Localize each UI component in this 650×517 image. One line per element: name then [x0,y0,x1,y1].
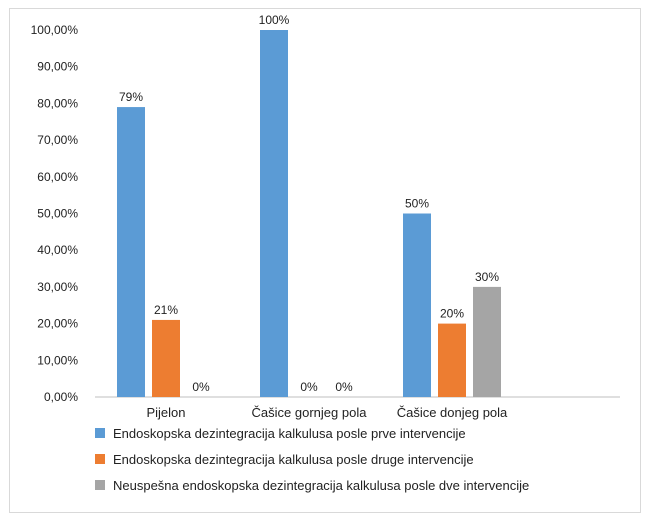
legend: Endoskopska dezintegracija kalkulusa pos… [95,420,635,498]
y-tick-label: 50,00% [37,207,78,221]
y-tick-label: 80,00% [37,96,78,110]
y-tick-label: 100,00% [31,23,79,37]
legend-swatch-1 [95,454,105,464]
data-label: 0% [300,380,318,394]
legend-label: Endoskopska dezintegracija kalkulusa pos… [113,451,474,467]
bar [438,323,466,397]
legend-item-unsuccessful: Neuspešna endoskopska dezintegracija kal… [95,472,635,498]
data-label: 30% [475,270,499,284]
bar [260,30,288,397]
legend-item-second-intervention: Endoskopska dezintegracija kalkulusa pos… [95,446,635,472]
y-tick-label: 20,00% [37,317,78,331]
bars: 79% 21% 0% 100% 0% 0% 50% 20% 30% [117,13,501,397]
bar [152,319,180,397]
data-label: 50% [405,197,429,211]
y-tick-label: 30,00% [37,280,78,294]
x-tick-label: Pijelon [146,405,185,420]
legend-swatch-0 [95,428,105,438]
legend-label: Neuspešna endoskopska dezintegracija kal… [113,477,530,493]
bar-chart: 0,00% 10,00% 20,00% 30,00% 40,00% 50,00% 60,00… [31,13,620,420]
y-axis: 0,00% 10,00% 20,00% 30,00% 40,00% 50,00% 60,00… [31,23,79,404]
bar [117,107,145,397]
x-axis: Pijelon Čašice gornjeg pola Čašice donjeg … [146,405,508,420]
data-label: 0% [335,380,353,394]
chart-frame [9,8,641,513]
data-label: 0% [192,380,210,394]
y-tick-label: 10,00% [37,353,78,367]
legend-item-first-intervention: Endoskopska dezintegracija kalkulusa pos… [95,420,635,446]
legend-swatch-2 [95,480,105,490]
y-tick-label: 90,00% [37,60,78,74]
data-label: 21% [154,303,178,317]
y-tick-label: 40,00% [37,243,78,257]
data-label: 20% [440,307,464,321]
y-tick-label: 0,00% [44,390,78,404]
legend-label: Endoskopska dezintegracija kalkulusa pos… [113,425,466,441]
bar [403,213,431,397]
y-tick-label: 60,00% [37,170,78,184]
x-tick-label: Čašice donjeg pola [397,405,508,420]
data-label: 79% [119,90,143,104]
x-tick-label: Čašice gornjeg pola [252,405,368,420]
data-label: 100% [259,13,290,27]
y-tick-label: 70,00% [37,133,78,147]
bar [473,286,501,397]
